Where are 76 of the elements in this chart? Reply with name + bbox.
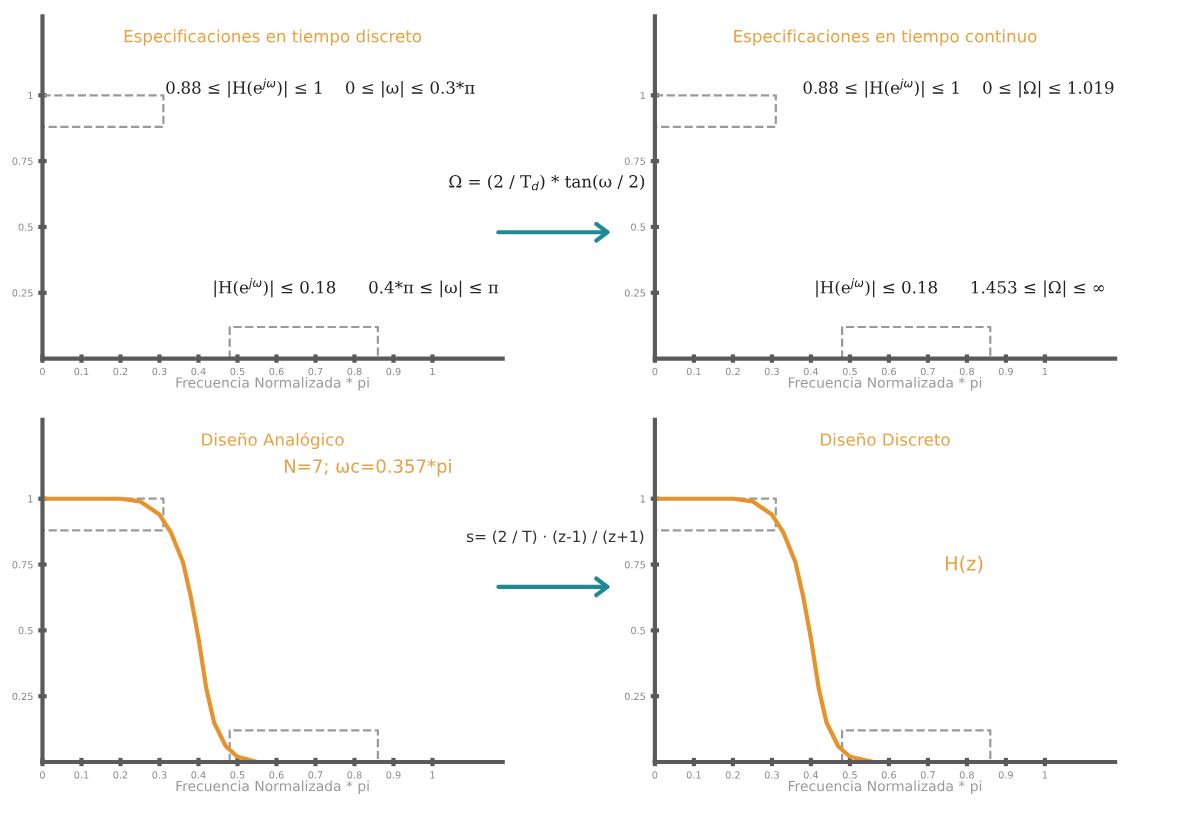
text: Diseño Discreto bbox=[821, 432, 950, 446]
y-tick-label: 0.75 bbox=[12, 561, 33, 569]
x-axis-title: Frecuencia Normalizada * pi bbox=[176, 377, 369, 391]
x-tick-label: 0.2 bbox=[113, 771, 128, 779]
x-tick-label: 0.4 bbox=[803, 367, 819, 376]
x-axis-title: Frecuencia Normalizada * pi bbox=[788, 377, 982, 391]
x-tick-label: 0.3 bbox=[764, 367, 779, 376]
x-tick-label: 0.8 bbox=[959, 771, 974, 779]
x-tick-label: 0.6 bbox=[881, 771, 897, 779]
x-tick-label: 0.4 bbox=[191, 771, 206, 779]
y-tick-label: 0.5 bbox=[631, 223, 646, 231]
y-tick-label: 0.5 bbox=[18, 626, 33, 635]
x-tick-label: 1 bbox=[1042, 771, 1048, 779]
annotation: H(z) bbox=[945, 555, 983, 574]
annotation: N=7; ωc=0.357*pi bbox=[284, 458, 451, 477]
x-tick-label: 0.1 bbox=[74, 367, 89, 376]
x-tick-label: 1 bbox=[430, 367, 435, 376]
x-tick-label: 0.7 bbox=[308, 771, 323, 779]
y-tick-label: 0.75 bbox=[624, 157, 646, 165]
x-tick-label: 0.3 bbox=[152, 771, 167, 779]
x-tick-label: 0.1 bbox=[74, 771, 89, 779]
x-tick-label: 0 bbox=[40, 367, 45, 376]
x-tick-label: 0.9 bbox=[998, 367, 1013, 376]
x-tick-label: 0.7 bbox=[920, 771, 935, 779]
y-tick-label: 0.25 bbox=[12, 289, 33, 297]
y-tick-label: 1 bbox=[640, 91, 645, 99]
x-tick-label: 0 bbox=[652, 771, 658, 779]
y-tick-label: 0.75 bbox=[12, 157, 33, 165]
x-tick-label: 0.2 bbox=[725, 367, 740, 376]
x-tick-label: 0.8 bbox=[347, 771, 362, 779]
y-tick-label: 0.25 bbox=[624, 692, 646, 701]
x-tick-label: 0.2 bbox=[725, 771, 740, 779]
x-tick-label: 0.5 bbox=[230, 771, 245, 779]
x-axis-title: Frecuencia Normalizada * pi bbox=[788, 780, 982, 794]
y-tick-label: 1 bbox=[28, 91, 33, 99]
y-tick-label: 1 bbox=[640, 495, 645, 503]
x-tick-label: 0.2 bbox=[113, 367, 128, 376]
x-tick-label: 0.9 bbox=[386, 771, 401, 779]
text: Especificaciones en tiempo continuo bbox=[734, 29, 1037, 46]
text: Diseño Analógico bbox=[202, 432, 344, 450]
x-axis-title: Frecuencia Normalizada * pi bbox=[176, 780, 369, 794]
x-tick-label: 0 bbox=[652, 367, 658, 376]
x-tick-label: 0.9 bbox=[386, 367, 401, 376]
x-tick-label: 0.8 bbox=[347, 367, 362, 376]
x-tick-label: 0.8 bbox=[959, 367, 974, 376]
y-tick-label: 1 bbox=[28, 495, 33, 503]
y-tick-label: 0.5 bbox=[18, 223, 33, 231]
x-tick-label: 1 bbox=[430, 771, 435, 779]
annotation: s= (2 / T) · (z-1) / (z+1) bbox=[466, 530, 644, 544]
annotation: |H(e$^{jω}$)| ≤ 0.18 1.453 ≤ |Ω| ≤ ∞ bbox=[816, 278, 1104, 298]
x-tick-label: 0.7 bbox=[920, 367, 935, 376]
x-tick-label: 0.3 bbox=[152, 367, 167, 376]
x-tick-label: 0.1 bbox=[686, 367, 701, 376]
x-tick-label: 0.4 bbox=[191, 367, 206, 376]
x-tick-label: 0.6 bbox=[881, 367, 897, 376]
x-tick-label: 0.5 bbox=[230, 367, 245, 376]
y-tick-label: 0.25 bbox=[12, 692, 33, 701]
text: Especificaciones en tiempo discreto bbox=[124, 29, 422, 46]
x-tick-label: 0.3 bbox=[764, 771, 779, 779]
x-tick-label: 0.1 bbox=[686, 771, 701, 779]
y-tick-label: 0.75 bbox=[624, 561, 646, 569]
x-tick-label: 1 bbox=[1042, 367, 1048, 376]
y-tick-label: 0.5 bbox=[631, 626, 646, 635]
x-tick-label: 0.5 bbox=[842, 771, 857, 779]
x-tick-label: 0.6 bbox=[269, 367, 284, 376]
x-tick-label: 0.4 bbox=[803, 771, 819, 779]
x-tick-label: 0.9 bbox=[998, 771, 1013, 779]
x-tick-label: 0 bbox=[40, 771, 45, 779]
x-tick-label: 0.6 bbox=[269, 771, 284, 779]
x-tick-label: 0.7 bbox=[308, 367, 323, 376]
annotation: 0.88 ≤ |H(e$^{jω}$)| ≤ 1 0 ≤ |Ω| ≤ 1.019 bbox=[803, 78, 1114, 98]
y-tick-label: 0.25 bbox=[624, 289, 646, 297]
x-tick-label: 0.5 bbox=[842, 367, 857, 376]
annotation: |H(e$^{jω}$)| ≤ 0.18 0.4*π ≤ |ω| ≤ π bbox=[214, 278, 499, 298]
annotation: 0.88 ≤ |H(e$^{jω}$)| ≤ 1 0 ≤ |ω| ≤ 0.3*π bbox=[166, 78, 475, 98]
annotation: Ω = (2 / T$_{d}$) * tan(ω / 2) bbox=[449, 174, 645, 191]
